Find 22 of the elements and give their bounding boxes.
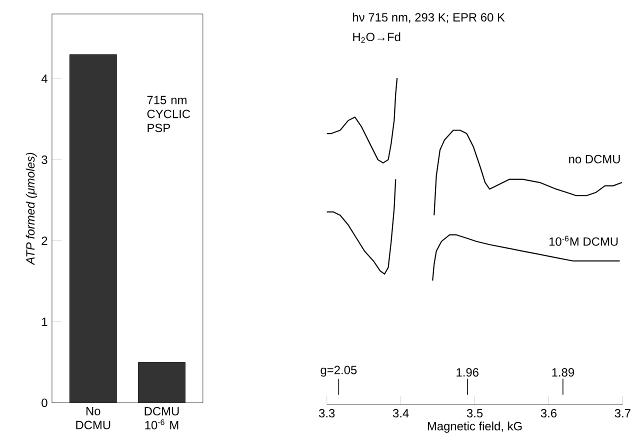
annotation: 1.96	[456, 368, 478, 377]
y-axis-title: ATP formed (μmoles)	[26, 152, 37, 266]
y-tick-label: 3	[42, 156, 48, 164]
x-tick-label: DCMU 10$^{-6}$ M	[144, 407, 179, 430]
x-tick-label: 3.5	[466, 409, 483, 418]
x-tick-label: 3.4	[392, 409, 409, 418]
y-tick-label: 2	[42, 236, 48, 246]
x-axis-title: Magnetic field, kG	[428, 422, 522, 433]
series-label: no DCMU	[569, 155, 620, 164]
x-tick-label: No DCMU	[76, 407, 110, 430]
x-tick-label: 3.7	[614, 409, 630, 418]
x-tick-label: 3.3	[319, 409, 335, 418]
chart-subtitle: H$_{2}$O→Fd	[353, 32, 400, 43]
y-tick-label: 4	[41, 74, 48, 84]
annotation: g=2.05	[320, 366, 357, 377]
y-tick-label: 0	[42, 398, 48, 408]
y-tick-label: 1	[42, 318, 48, 326]
chart-title: hν 715 nm, 293 K; EPR 60 K	[353, 12, 505, 24]
annotation: 715 nm CYCLIC PSP	[147, 96, 190, 132]
series-label: 10$^{-6}$M DCMU	[549, 236, 618, 246]
annotation: 1.89	[552, 368, 574, 377]
x-tick-label: 3.6	[540, 409, 557, 418]
